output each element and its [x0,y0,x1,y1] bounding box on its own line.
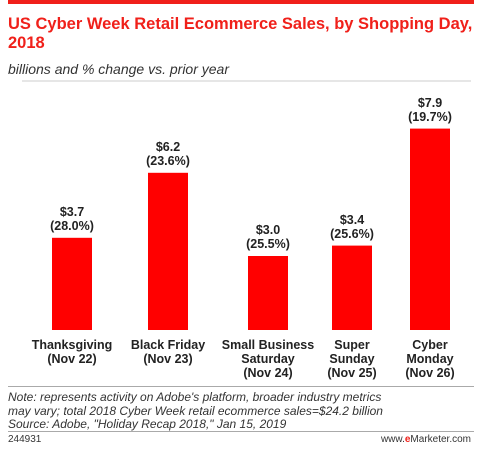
bar-0 [52,237,92,330]
value-label-2: $3.0 [255,223,281,237]
chart-id: 244931 [8,434,42,445]
category-label-0: Thanksgiving (Nov 22) [17,338,127,366]
value-label-1: $6.2 [155,139,181,154]
bar-4 [410,128,450,330]
note-line-2: may vary; total 2018 Cyber Week retail e… [8,403,383,418]
category-label-2-line-2: (Nov 24) [243,366,293,380]
pct-change-label-4: (19.7%) [408,109,452,124]
category-label-3-line-1: Sunday [329,352,375,366]
bar-chart [22,80,471,330]
emarketer-link[interactable]: www.eMarketer.com [381,434,471,445]
footer-divider-bottom [8,431,474,432]
category-label-0-line-0: Thanksgiving [31,338,113,352]
category-label-3: Super Sunday (Nov 25) [297,338,407,380]
data-label-2: $3.0 (25.5%) [223,223,313,251]
footer-divider [8,386,474,387]
value-label-4: $7.9 [417,95,443,110]
data-label-4: $7.9 (19.7%) [385,96,475,124]
value-label-0: $3.7 [59,204,85,219]
category-label-3-line-2: (Nov 25) [327,366,377,380]
brand-suffix: Marketer.com [410,434,471,445]
category-label-4-line-2: (Nov 26) [405,366,455,380]
brand-mark: e [404,434,411,445]
category-label-2: Small Business Saturday (Nov 24) [213,338,323,380]
brand-prefix: www. [380,434,405,445]
data-label-1: $6.2 (23.6%) [123,140,213,168]
category-label-1: Black Friday (Nov 23) [113,338,223,366]
footer-note: Note: represents activity on Adobe's pla… [8,390,383,432]
top-accent-bar [8,0,474,4]
data-label-0: $3.7 (28.0%) [27,205,117,233]
category-label-2-line-1: Saturday [241,352,295,366]
bar-3 [332,245,372,330]
category-label-4-line-0: Cyber [412,338,448,352]
category-label-4-line-1: Monday [406,352,454,366]
category-label-1-line-0: Black Friday [130,338,206,352]
chart-title: US Cyber Week Retail Ecommerce Sales, by… [8,15,473,52]
bar-1 [148,172,188,330]
pct-change-label-0: (28.0%) [50,218,94,233]
pct-change-label-3: (25.6%) [330,226,374,241]
data-label-3: $3.4 (25.6%) [307,213,397,241]
source-line: Source: Adobe, "Holiday Recap 2018," Jan… [8,417,287,431]
category-label-1-line-1: (Nov 23) [143,352,193,366]
pct-change-label-2: (25.5%) [246,237,290,251]
value-label-3: $3.4 [339,212,365,227]
note-line-1: Note: represents activity on Adobe's pla… [8,390,382,404]
category-label-3-line-0: Super [334,338,370,352]
bar-2 [248,256,288,330]
pct-change-label-1: (23.6%) [146,153,190,168]
chart-subtitle: billions and % change vs. prior year [8,61,230,77]
category-label-0-line-1: (Nov 22) [47,352,97,366]
category-label-2-line-0: Small Business [221,338,315,352]
category-label-4: Cyber Monday (Nov 26) [375,338,483,380]
